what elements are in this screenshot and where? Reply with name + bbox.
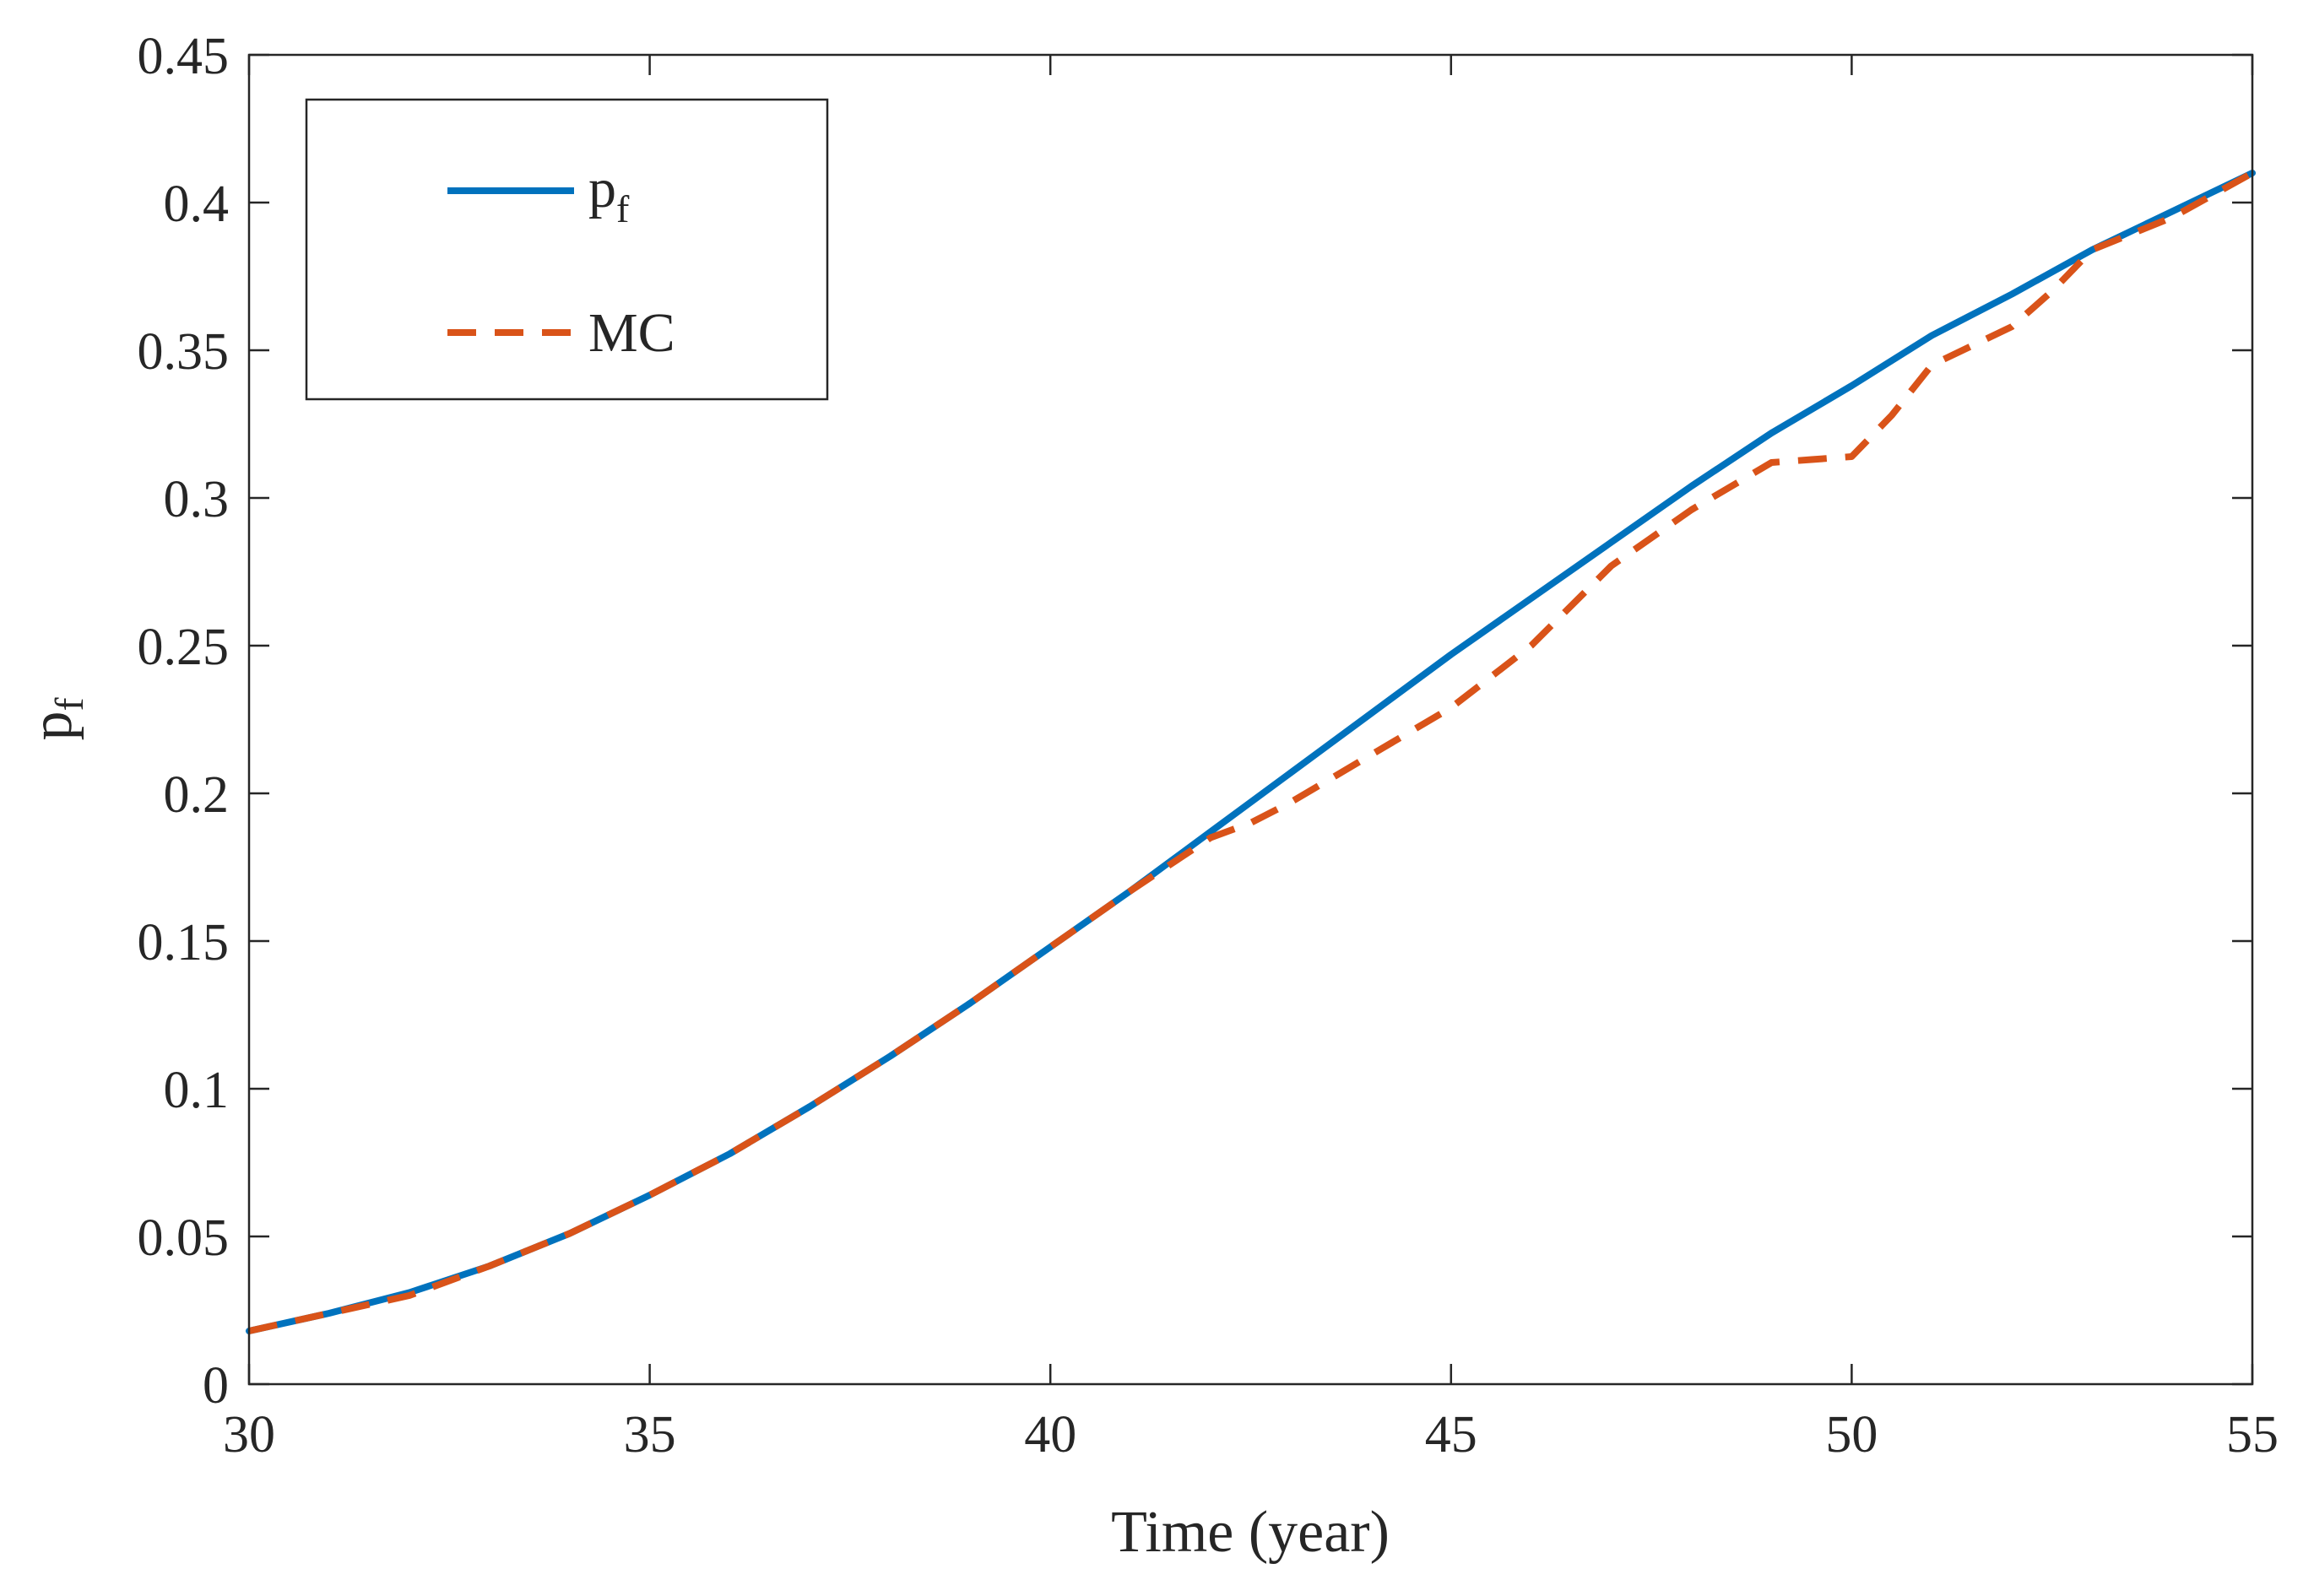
y-tick-labels: 0 0.05 0.1 0.15 0.2 0.25 0.3 0.35 0.4 0.45 <box>138 28 230 1415</box>
y-tick-label: 0 <box>203 1357 229 1415</box>
x-tick-label: 50 <box>1825 1406 1878 1463</box>
y-tick-label: 0.45 <box>138 28 230 85</box>
y-tick-label: 0.15 <box>138 914 230 971</box>
x-axis-title: Time (year) <box>1111 1500 1390 1565</box>
legend-label-pf: pf <box>588 158 630 230</box>
x-tick-label: 45 <box>1425 1406 1477 1463</box>
y-tick-label: 0.1 <box>164 1062 230 1119</box>
legend-label-mc: MC <box>588 302 675 364</box>
y-tick-label: 0.25 <box>138 619 230 676</box>
y-tick-label: 0.4 <box>164 176 230 233</box>
plot-frame <box>247 53 2254 1386</box>
y-tick-label: 0.05 <box>138 1209 230 1267</box>
legend-box <box>305 98 829 401</box>
legend-label-pf-base: p <box>588 158 616 219</box>
svg-text:pf: pf <box>19 697 92 740</box>
y-tick-label: 0.35 <box>138 323 230 381</box>
y-tick-label: 0.3 <box>164 471 230 528</box>
y-axis-title: pf <box>19 697 92 740</box>
x-tick-label: 35 <box>624 1406 676 1463</box>
y-axis-title-sub: f <box>47 697 92 711</box>
series-group <box>246 170 2256 1334</box>
x-tick-labels: 30 35 40 45 50 55 <box>223 1406 2279 1463</box>
x-tick-label: 30 <box>223 1406 275 1463</box>
y-tick-label: 0.2 <box>164 766 230 824</box>
x-tick-label: 40 <box>1024 1406 1076 1463</box>
legend: pf MC <box>305 98 829 401</box>
x-tick-label: 55 <box>2226 1406 2279 1463</box>
legend-label-pf-sub: f <box>616 187 630 230</box>
series-line-mc <box>248 170 2254 1334</box>
y-axis-title-base: p <box>19 711 84 740</box>
